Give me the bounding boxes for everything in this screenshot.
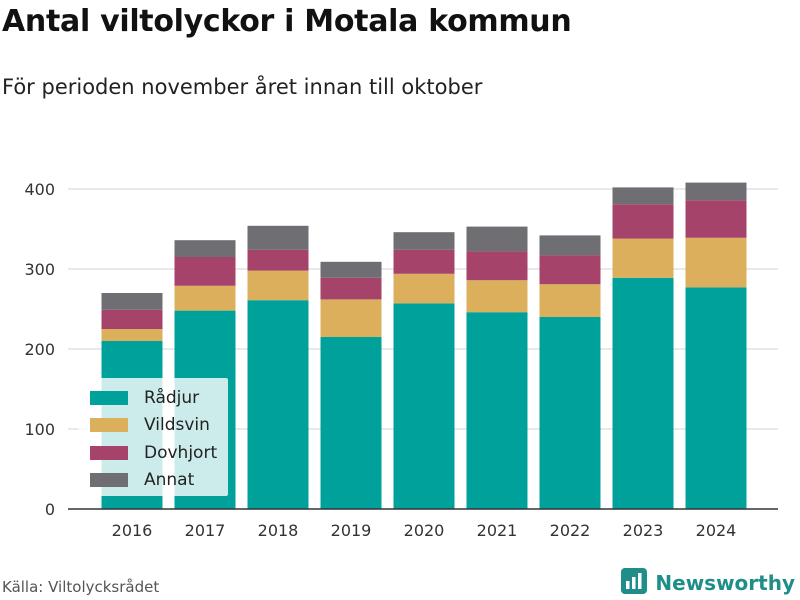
bar-segment xyxy=(101,293,163,310)
bar-segment xyxy=(685,287,747,509)
legend-label: Rådjur xyxy=(144,387,200,408)
bar-segment xyxy=(101,329,163,341)
y-tick-label: 400 xyxy=(24,180,55,199)
bar-segment xyxy=(101,309,163,329)
bar-segment xyxy=(174,285,236,311)
x-tick-label: 2020 xyxy=(404,521,445,540)
bar-segment xyxy=(247,225,309,250)
legend-swatch xyxy=(90,418,128,433)
legend-item: Vildsvin xyxy=(78,412,228,440)
y-tick-label: 200 xyxy=(24,340,55,359)
bar-segment xyxy=(685,237,747,288)
bar-segment xyxy=(612,187,674,205)
x-tick-label: 2021 xyxy=(477,521,518,540)
bar-segment xyxy=(685,182,747,201)
bar-segment xyxy=(539,255,601,285)
y-tick-label: 300 xyxy=(24,260,55,279)
bar-segment xyxy=(539,317,601,509)
source-note: Källa: Viltolycksrådet xyxy=(2,578,160,596)
bar-segment xyxy=(247,249,309,271)
bar-segment xyxy=(247,300,309,509)
bar-segment xyxy=(174,257,236,286)
legend-item: Annat xyxy=(78,467,228,495)
legend-item: Dovhjort xyxy=(78,439,228,467)
legend-label: Annat xyxy=(144,470,195,491)
bar-segment xyxy=(466,312,528,509)
x-tick-label: 2018 xyxy=(258,521,299,540)
bar-segment xyxy=(539,284,601,317)
legend-swatch xyxy=(90,473,128,488)
x-tick-label: 2024 xyxy=(696,521,737,540)
bar-segment xyxy=(539,235,601,256)
bar-segment xyxy=(320,299,382,337)
legend-item: Rådjur xyxy=(78,384,228,412)
bar-segment xyxy=(466,251,528,281)
brand-logo[interactable]: Newsworthy xyxy=(621,568,795,598)
bar-segment xyxy=(247,270,309,301)
legend-swatch xyxy=(90,445,128,460)
bar-segment xyxy=(393,249,455,274)
bar-segment xyxy=(612,277,674,509)
bar-segment xyxy=(393,232,455,250)
legend-swatch xyxy=(90,390,128,405)
x-tick-label: 2016 xyxy=(112,521,153,540)
x-tick-label: 2019 xyxy=(331,521,372,540)
bar-segment xyxy=(320,337,382,509)
chart-title: Antal viltolyckor i Motala kommun xyxy=(2,4,572,39)
x-tick-label: 2023 xyxy=(623,521,664,540)
legend-label: Vildsvin xyxy=(144,415,210,436)
bar-segment xyxy=(612,238,674,278)
bar-segment xyxy=(466,280,528,313)
chart-subtitle: För perioden november året innan till ok… xyxy=(2,75,483,99)
bar-segment xyxy=(685,200,747,238)
x-tick-label: 2017 xyxy=(185,521,226,540)
chart-legend: Rådjur Vildsvin Dovhjort Annat xyxy=(78,378,228,496)
bar-segment xyxy=(320,261,382,278)
bar-chart-logo-icon xyxy=(621,568,648,598)
bar-segment xyxy=(612,204,674,239)
bar-segment xyxy=(393,273,455,304)
brand-name: Newsworthy xyxy=(655,571,795,595)
legend-label: Dovhjort xyxy=(144,442,218,463)
y-tick-label: 0 xyxy=(45,500,55,519)
y-tick-label: 100 xyxy=(24,420,55,439)
bar-segment xyxy=(174,240,236,257)
bar-segment xyxy=(466,226,528,252)
bar-segment xyxy=(393,303,455,509)
x-tick-label: 2022 xyxy=(550,521,591,540)
bar-segment xyxy=(320,277,382,300)
